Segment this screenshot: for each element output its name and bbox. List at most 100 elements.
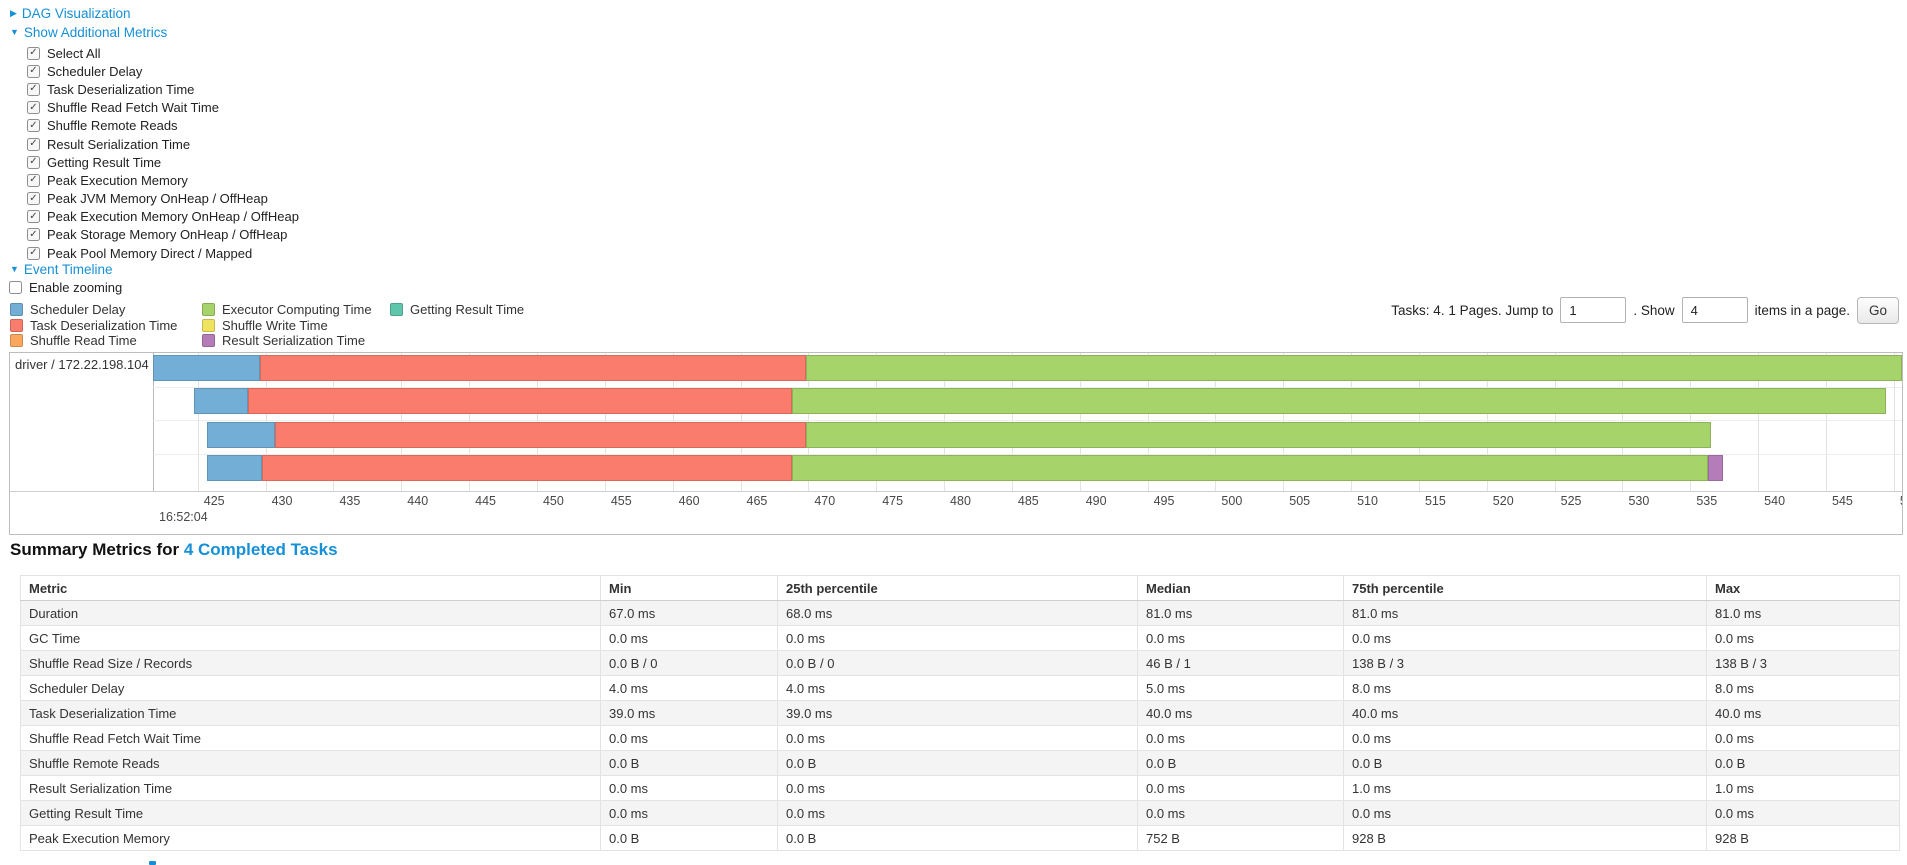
legend-label: Getting Result Time [410, 302, 525, 318]
metric-checkbox-item[interactable]: Peak Pool Memory Direct / Mapped [27, 244, 299, 262]
axis-tick-label: 545 [1832, 494, 1853, 508]
metric-name-cell: Task Deserialization Time [20, 700, 601, 726]
axis-tick-label: 535 [1696, 494, 1718, 508]
metric-value-cell: 0.0 B [600, 750, 778, 776]
task-pagination: Tasks: 4. 1 Pages. Jump to . Show items … [1391, 294, 1899, 326]
task-bar-result-serialization[interactable] [1707, 455, 1723, 481]
metric-value-cell: 0.0 B [600, 825, 778, 851]
metric-value-cell: 0.0 B [1706, 750, 1900, 776]
metric-value-cell: 0.0 ms [777, 725, 1138, 751]
row-gridline [153, 386, 1902, 388]
metric-value-cell: 752 B [1137, 825, 1344, 851]
metric-name-cell: Shuffle Read Fetch Wait Time [20, 725, 601, 751]
chevron-down-icon: ▼ [10, 264, 19, 274]
metric-value-cell: 40.0 ms [1137, 700, 1344, 726]
table-row: Peak Execution Memory 0.0 B 0.0 B 752 B 928 … [20, 825, 1900, 851]
axis-tick-label: 515 [1424, 494, 1446, 508]
legend-item: Result Serialization Time [202, 333, 390, 348]
legend-label: Shuffle Write Time [222, 317, 328, 333]
checkbox-checked-icon [27, 119, 40, 133]
metric-value-cell: 39.0 ms [777, 700, 1138, 726]
legend-item: Shuffle Write Time [202, 317, 390, 333]
metric-value-cell: 928 B [1706, 825, 1900, 851]
axis-tick-label: 490 [1085, 494, 1107, 508]
checkbox-checked-icon [27, 173, 40, 187]
checkbox-checked-icon [27, 82, 40, 96]
enable-zooming-checkbox[interactable]: Enable zooming [9, 280, 122, 295]
metric-value-cell: 0.0 ms [777, 775, 1138, 801]
table-column-header: Median [1137, 575, 1344, 601]
axis-gridline [197, 353, 199, 491]
items-per-page-input[interactable] [1681, 297, 1748, 323]
task-bar-scheduler-delay[interactable] [153, 355, 261, 381]
table-row: GC Time 0.0 ms 0.0 ms 0.0 ms 0.0 ms 0.0 ms [20, 625, 1900, 651]
axis-gridline [1826, 353, 1827, 491]
metric-checkbox-item[interactable]: Peak Execution Memory [27, 171, 299, 189]
metric-value-cell: 67.0 ms [600, 600, 778, 626]
result-serialization-swatch-icon [202, 333, 215, 347]
checkbox-checked-icon [27, 101, 40, 115]
metric-checkbox-item[interactable]: Result Serialization Time [27, 135, 299, 153]
metric-checkbox-item[interactable]: Peak JVM Memory OnHeap / OffHeap [27, 190, 299, 208]
checkbox-icon [9, 281, 22, 294]
metric-value-cell: 40.0 ms [1343, 700, 1707, 726]
metric-checkbox-item[interactable]: Peak Storage Memory OnHeap / OffHeap [27, 226, 299, 244]
table-row: Shuffle Read Fetch Wait Time 0.0 ms 0.0 ms… [20, 725, 1900, 751]
metric-checkbox-item[interactable]: Scheduler Delay [27, 62, 299, 80]
task-bar-scheduler-delay[interactable] [193, 388, 248, 414]
task-bar-executor-computing[interactable] [805, 422, 1711, 448]
task-bar-task-deserialization[interactable] [261, 455, 793, 481]
table-row: Result Serialization Time 0.0 ms 0.0 ms 0.0… [20, 775, 1900, 801]
legend-label: Scheduler Delay [30, 302, 126, 318]
metric-value-cell: 0.0 ms [600, 625, 778, 651]
task-bar-task-deserialization[interactable] [275, 422, 806, 448]
checkbox-checked-icon [27, 228, 40, 242]
metric-value-cell: 0.0 B [1137, 750, 1344, 776]
row-gridline [153, 420, 1902, 421]
metric-checkbox-item[interactable]: Peak Execution Memory OnHeap / OffHeap [27, 208, 299, 226]
metric-checkbox-label: Peak Execution Memory [47, 172, 188, 188]
task-bar-task-deserialization[interactable] [247, 388, 793, 414]
metric-checkbox-label: Shuffle Read Fetch Wait Time [47, 100, 219, 116]
metric-value-cell: 0.0 ms [1343, 625, 1707, 651]
task-bar-scheduler-delay[interactable] [207, 422, 276, 448]
axis-tick-label: 520 [1492, 494, 1514, 508]
event-timeline-toggle[interactable]: ▼ Event Timeline [10, 262, 112, 277]
executor-group-label: driver / 172.22.198.104 [15, 357, 149, 372]
show-additional-metrics-toggle[interactable]: ▼ Show Additional Metrics [10, 25, 167, 40]
summary-metrics-table: Metric Min 25th percentile Median 75th perce… [20, 575, 1900, 851]
dag-visualization-label: DAG Visualization [21, 6, 131, 21]
task-bar-executor-computing[interactable] [792, 388, 1886, 414]
metric-value-cell: 0.0 ms [1343, 725, 1707, 751]
metric-value-cell: 0.0 ms [1706, 725, 1900, 751]
metric-checkbox-label: Select All [47, 45, 101, 61]
task-bar-executor-computing[interactable] [792, 455, 1708, 481]
metric-value-cell: 0.0 ms [1343, 800, 1707, 826]
table-row: Shuffle Remote Reads 0.0 B 0.0 B 0.0 B 0.0 B… [20, 750, 1900, 776]
legend-item: Scheduler Delay [10, 302, 202, 317]
jump-to-page-input[interactable] [1560, 297, 1627, 323]
metric-checkbox-item[interactable]: Select All [27, 44, 299, 62]
metric-checkbox-item[interactable]: Shuffle Read Fetch Wait Time [27, 99, 299, 117]
metric-value-cell: 5.0 ms [1137, 675, 1344, 701]
table-row: Duration 67.0 ms 68.0 ms 81.0 ms 81.0 ms 81.0… [20, 600, 1900, 626]
metric-value-cell: 0.0 B [1343, 750, 1707, 776]
pagination-mid: . Show [1633, 302, 1675, 318]
axis-tick-label: 440 [407, 494, 429, 508]
metric-checkbox-item[interactable]: Task Deserialization Time [27, 80, 299, 98]
dag-visualization-toggle[interactable]: ▶ DAG Visualization [10, 6, 130, 21]
metric-checkbox-item[interactable]: Getting Result Time [27, 153, 299, 171]
metric-checkbox-item[interactable]: Shuffle Remote Reads [27, 117, 299, 135]
metric-value-cell: 81.0 ms [1137, 600, 1344, 626]
legend-item: Executor Computing Time [202, 302, 390, 317]
task-bar-task-deserialization[interactable] [260, 355, 806, 381]
metric-value-cell: 0.0 ms [1137, 625, 1344, 651]
legend-item: Task Deserialization Time [10, 317, 202, 333]
go-button[interactable]: Go [1856, 296, 1899, 324]
task-bar-executor-computing[interactable] [805, 355, 1902, 381]
metric-value-cell: 0.0 ms [600, 775, 778, 801]
axis-tick-label: 475 [882, 494, 904, 508]
task-bar-scheduler-delay[interactable] [207, 455, 262, 481]
axis-tick-label: 540 [1764, 494, 1786, 508]
metric-name-cell: Shuffle Read Size / Records [20, 650, 601, 676]
